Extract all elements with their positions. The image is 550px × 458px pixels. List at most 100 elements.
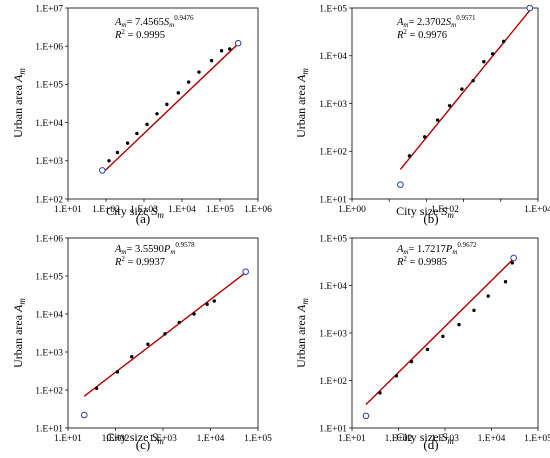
x-axis-label: City size Sm [106, 204, 164, 220]
x-tick-label: 1.E+06 [244, 205, 272, 215]
y-tick-label: 1.E+04 [35, 119, 63, 129]
data-point [177, 320, 181, 325]
data-point [192, 312, 196, 316]
r-squared: R2 = 0.9976 [396, 28, 447, 41]
panel-label: (b) [423, 211, 438, 226]
r-squared: R2 = 0.9937 [114, 255, 165, 268]
plot-frame [67, 7, 259, 200]
data-point [490, 52, 495, 56]
outlier-point [397, 181, 404, 188]
fit-line [101, 43, 239, 174]
y-tick-label: 1.E+03 [35, 348, 63, 358]
data-point [94, 386, 99, 391]
data-point [205, 302, 209, 306]
x-tick-label: 1.E+04 [478, 434, 506, 444]
y-tick-label: 1.E+01 [35, 424, 63, 434]
x-tick-label: 1.E+03 [130, 205, 158, 215]
data-point [460, 87, 464, 91]
data-point [482, 60, 486, 64]
chart-panel-1: 1.E+01 1.E+02 1.E+03 1.E+04 1.E+05 1.E+061.E+… [11, 4, 272, 226]
y-axis-label: Urban area Am [11, 68, 27, 138]
outlier-point [362, 412, 370, 420]
data-point [165, 102, 169, 107]
x-tick-label: 1.E+05 [244, 434, 272, 444]
y-tick-label: 1.E+05 [35, 272, 63, 282]
x-tick-label: 1.E+04 [524, 205, 550, 215]
y-tick-label: 1.E+07 [35, 4, 63, 14]
x-axis-label: City size Sm [106, 430, 164, 446]
data-point [378, 391, 382, 395]
x-tick-label: 1.E+01 [54, 434, 82, 444]
data-point [486, 294, 490, 298]
data-point [457, 322, 461, 327]
y-tick-label: 1.E+03 [319, 100, 347, 110]
y-axis-label: Urban area Am [11, 298, 27, 368]
panel-label: (d) [423, 437, 438, 452]
data-point [510, 261, 514, 265]
panel-label: (a) [136, 211, 150, 226]
data-point [107, 159, 111, 163]
panel-label: (c) [136, 437, 150, 452]
fit-line [399, 10, 531, 170]
outlier-point [510, 254, 517, 262]
y-tick-label: 1.E+06 [35, 43, 63, 53]
data-point [115, 150, 120, 155]
data-point [228, 47, 232, 51]
data-point [155, 112, 159, 116]
data-point [130, 355, 134, 359]
x-tick-label: 1.E+02 [385, 434, 413, 444]
y-tick-label: 1.E+04 [319, 52, 347, 62]
chart-panel-2: 1.E+00 1.E+02 1.E+04 1.E+01 1.E+02 1.E+03 1.E+… [294, 4, 550, 226]
data-point [407, 154, 412, 158]
y-tick-label: 1.E+04 [319, 282, 347, 292]
x-tick-label: 1.E+02 [431, 205, 459, 215]
data-point [115, 370, 120, 374]
data-point [425, 347, 430, 352]
fit-equation: Am= 2.3702Sm0.9571 [396, 14, 476, 29]
chart-panel-3: 1.E+01 1.E+02 1.E+03 1.E+04 1.E+05 1.E+01 1.E+… [11, 234, 272, 452]
data-point [212, 299, 216, 303]
y-tick-label: 1.E+04 [35, 310, 63, 320]
y-tick-label: 1.E+06 [35, 234, 63, 244]
data-point [441, 334, 445, 339]
data-point [197, 70, 201, 74]
x-axis-label: City size Sm [396, 204, 454, 220]
y-tick-label: 1.E+02 [35, 386, 63, 396]
fit-line [365, 258, 515, 406]
x-tick-label: 1.E+04 [197, 434, 225, 444]
data-point [219, 49, 224, 53]
y-tick-label: 1.E+03 [35, 157, 63, 167]
y-tick-label: 1.E+05 [319, 4, 347, 14]
outlier-point [526, 4, 534, 12]
data-point [394, 374, 399, 378]
data-point [125, 141, 130, 145]
x-tick-label: 1.E+05 [524, 434, 550, 444]
y-tick-label: 1.E+02 [35, 195, 63, 205]
r-squared: R2 = 0.9985 [396, 255, 447, 268]
data-point [472, 308, 476, 313]
y-tick-label: 1.E+02 [319, 377, 347, 387]
data-point [422, 135, 427, 139]
data-point [145, 122, 149, 127]
x-tick-label: 1.E+03 [431, 434, 459, 444]
outlier-point [99, 167, 106, 174]
x-tick-label: 1.E+02 [92, 205, 120, 215]
y-axis-label: Urban area Am [294, 298, 310, 368]
data-point [435, 118, 440, 122]
x-tick-label: 1.E+01 [54, 205, 82, 215]
x-axis-label: City size Sm [396, 430, 454, 446]
fit-equation: Am= 3.5590Pm0.9578 [114, 241, 195, 256]
fit-equation: Am= 1.7217Pm0.9672 [396, 241, 477, 256]
fit-equation: Am= 7.4565Sm0.9476 [114, 14, 194, 29]
data-point [502, 39, 506, 44]
data-point [503, 280, 508, 284]
y-tick-label: 1.E+01 [319, 195, 347, 205]
x-tick-label: 1.E+01 [338, 434, 366, 444]
data-point [186, 80, 191, 84]
chart-panel-4: 1.E+01 1.E+02 1.E+03 1.E+04 1.E+05 1.E+01 1.E+… [294, 234, 550, 452]
x-tick-label: 1.E+05 [206, 205, 234, 215]
y-tick-label: 1.E+05 [319, 234, 347, 244]
x-tick-label: 1.E+02 [102, 434, 130, 444]
y-tick-label: 1.E+02 [319, 148, 347, 158]
data-point [176, 91, 181, 95]
